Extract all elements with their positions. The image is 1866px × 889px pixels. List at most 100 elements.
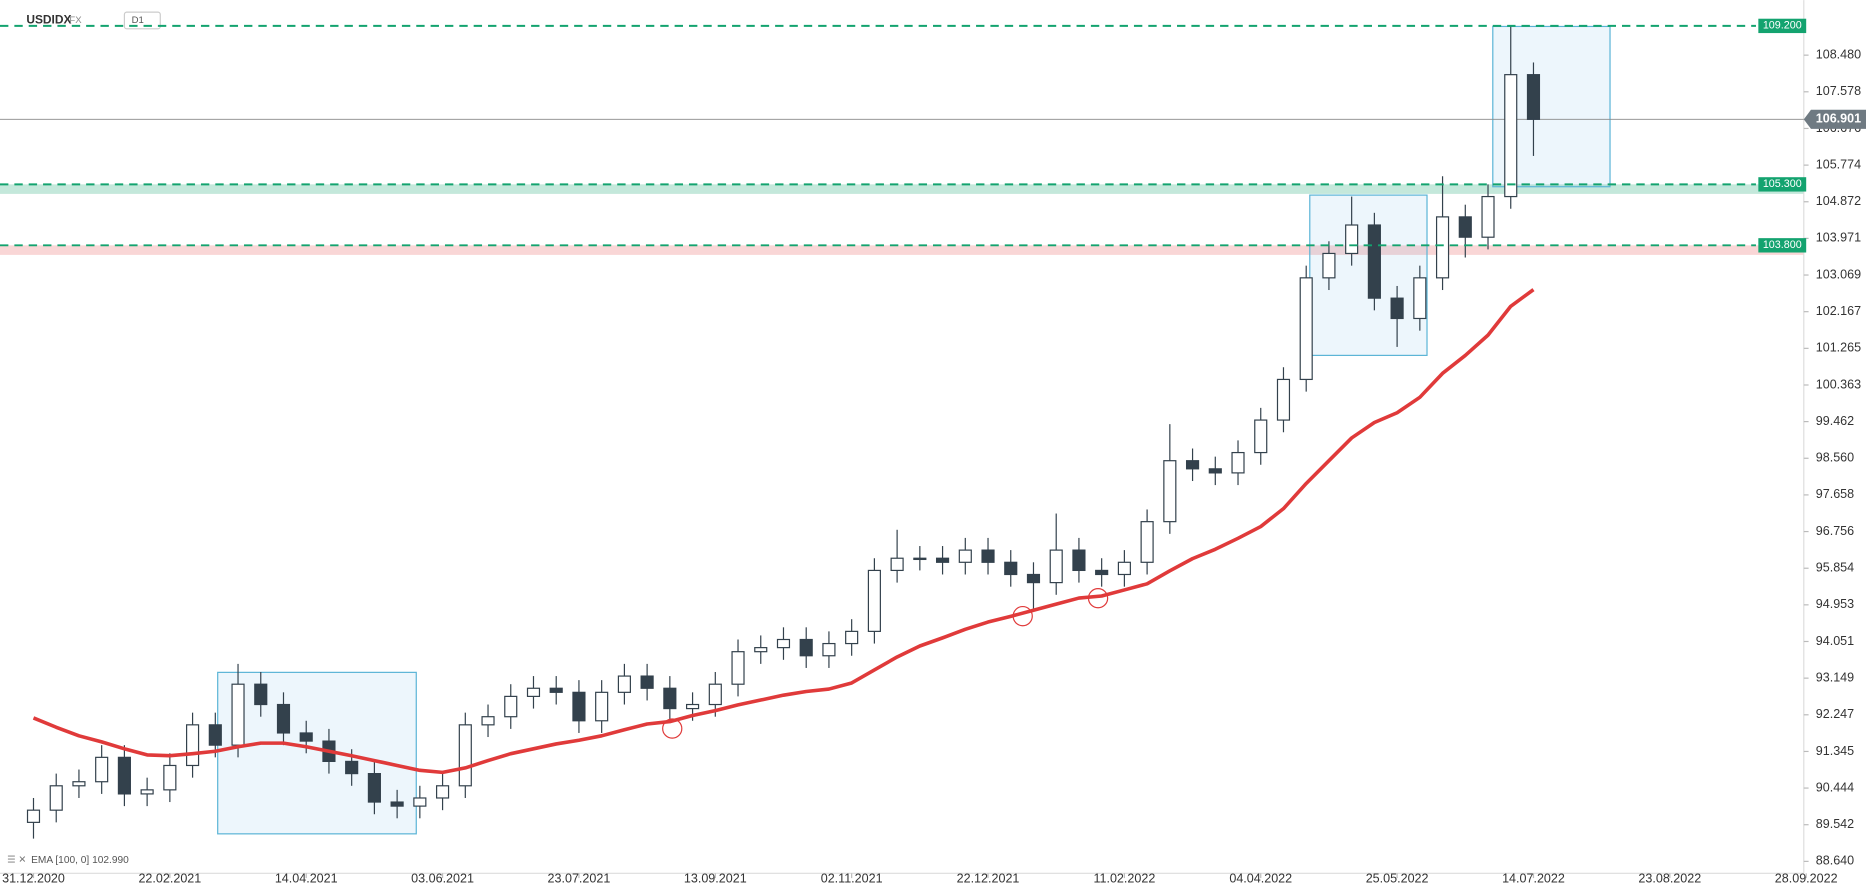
x-tick-label: 23.08.2022 [1638,872,1701,886]
candle-body [845,630,859,645]
x-tick-label: 22.02.2021 [138,872,201,886]
candle-body [1140,521,1154,563]
y-tick-label: 90.444 [1816,780,1854,794]
market: FX [69,15,82,26]
candle-body [595,691,609,722]
current-price-tag [1803,109,1866,129]
candle-body [1117,561,1131,576]
level-label: 103.800 [1763,239,1802,251]
candle-body [754,647,768,653]
candle-body [1367,224,1381,299]
candle-body [26,809,41,823]
x-tick-label: 13.09.2021 [684,872,747,886]
x-tick-label: 14.04.2021 [275,872,338,886]
symbol: USDIDX [26,13,71,27]
candle-body [1345,224,1359,255]
x-tick-label: 28.09.2022 [1775,872,1838,886]
candle-body [1526,74,1541,120]
y-tick-label: 89.542 [1816,817,1854,831]
candle-body [708,683,722,706]
range-box [217,671,417,835]
candle-body [1208,468,1222,474]
y-tick-label: 88.640 [1816,854,1854,868]
candle-body [345,760,359,775]
candle-body [1435,216,1450,279]
y-tick-label: 94.051 [1816,634,1854,648]
candle-body [117,756,131,795]
candle-body [1254,419,1268,454]
candle-body [1185,460,1200,470]
candle-body [799,638,813,657]
y-tick-label: 105.774 [1816,157,1861,171]
candle-body [1163,460,1177,523]
interval-box[interactable] [123,11,161,30]
y-tick-label: 95.854 [1816,561,1854,575]
candle-body [913,557,927,561]
candle-body [1504,74,1518,198]
candle-body [958,549,972,563]
candle-body [867,569,881,632]
candle-body [1390,297,1404,320]
candle-body [890,557,904,572]
candle-body [1004,561,1018,576]
level-label: 105.300 [1763,178,1802,190]
x-tick-label: 04.04.2022 [1229,872,1292,886]
x-tick-label: 03.06.2021 [411,872,474,886]
candle-body [776,638,791,649]
candle-body [481,716,495,726]
x-tick-label: 22.12.2021 [957,872,1020,886]
ema-line [32,288,1535,775]
candle-body [208,724,222,746]
candle-body [526,687,541,697]
y-tick-label: 101.265 [1816,341,1861,355]
candle-body [981,549,995,563]
level-label-bg [1758,238,1807,253]
candle-body [390,801,404,807]
candle-body [1299,277,1313,381]
y-tick-label: 102.167 [1816,304,1861,318]
y-tick-label: 103.971 [1816,231,1861,245]
x-tick-label: 25.05.2022 [1366,872,1429,886]
y-tick-label: 100.363 [1816,377,1861,391]
y-tick-label: 108.480 [1816,47,1861,61]
y-tick-label: 103.069 [1816,267,1861,281]
level-label-bg [1758,177,1807,192]
x-tick-label: 11.02.2022 [1093,872,1155,886]
x-tick-label: 23.07.2021 [548,872,611,886]
x-tick-label: 31.12.2020 [2,872,65,886]
legend-icons[interactable]: ☰ ✕ [7,855,26,866]
y-tick-label: 104.872 [1816,194,1861,208]
y-tick-label: 99.462 [1816,414,1854,428]
candle-body [1458,216,1472,238]
touch-circle [1012,605,1033,627]
candle-body [95,756,109,783]
candle-body [72,781,86,787]
candle-body [504,695,518,718]
candle-body [1322,252,1336,279]
y-tick-label: 92.247 [1816,707,1854,721]
candle-body [231,683,245,746]
candle-body [663,687,677,710]
candle-body [731,651,745,685]
candle-body [435,785,450,799]
support-band [0,184,1804,194]
interval[interactable]: D1 [132,15,144,26]
x-tick-label: 14.07.2022 [1502,872,1565,886]
candle-body [254,683,268,706]
y-tick-label: 107.578 [1816,84,1861,98]
y-tick-label: 97.658 [1816,487,1854,501]
candle-body [685,703,700,710]
candle-body [572,691,586,722]
y-tick-label: 93.149 [1816,670,1854,684]
candle-body [549,687,563,693]
touch-circle [1087,588,1109,609]
y-tick-label: 98.560 [1816,451,1854,465]
candle-body [1049,549,1063,584]
plot [0,25,1804,839]
y-tick-label: 91.345 [1816,744,1854,758]
candle-body [163,764,177,791]
candle-body [186,724,200,767]
level-label-bg [1758,18,1807,34]
touch-circle [662,718,683,739]
